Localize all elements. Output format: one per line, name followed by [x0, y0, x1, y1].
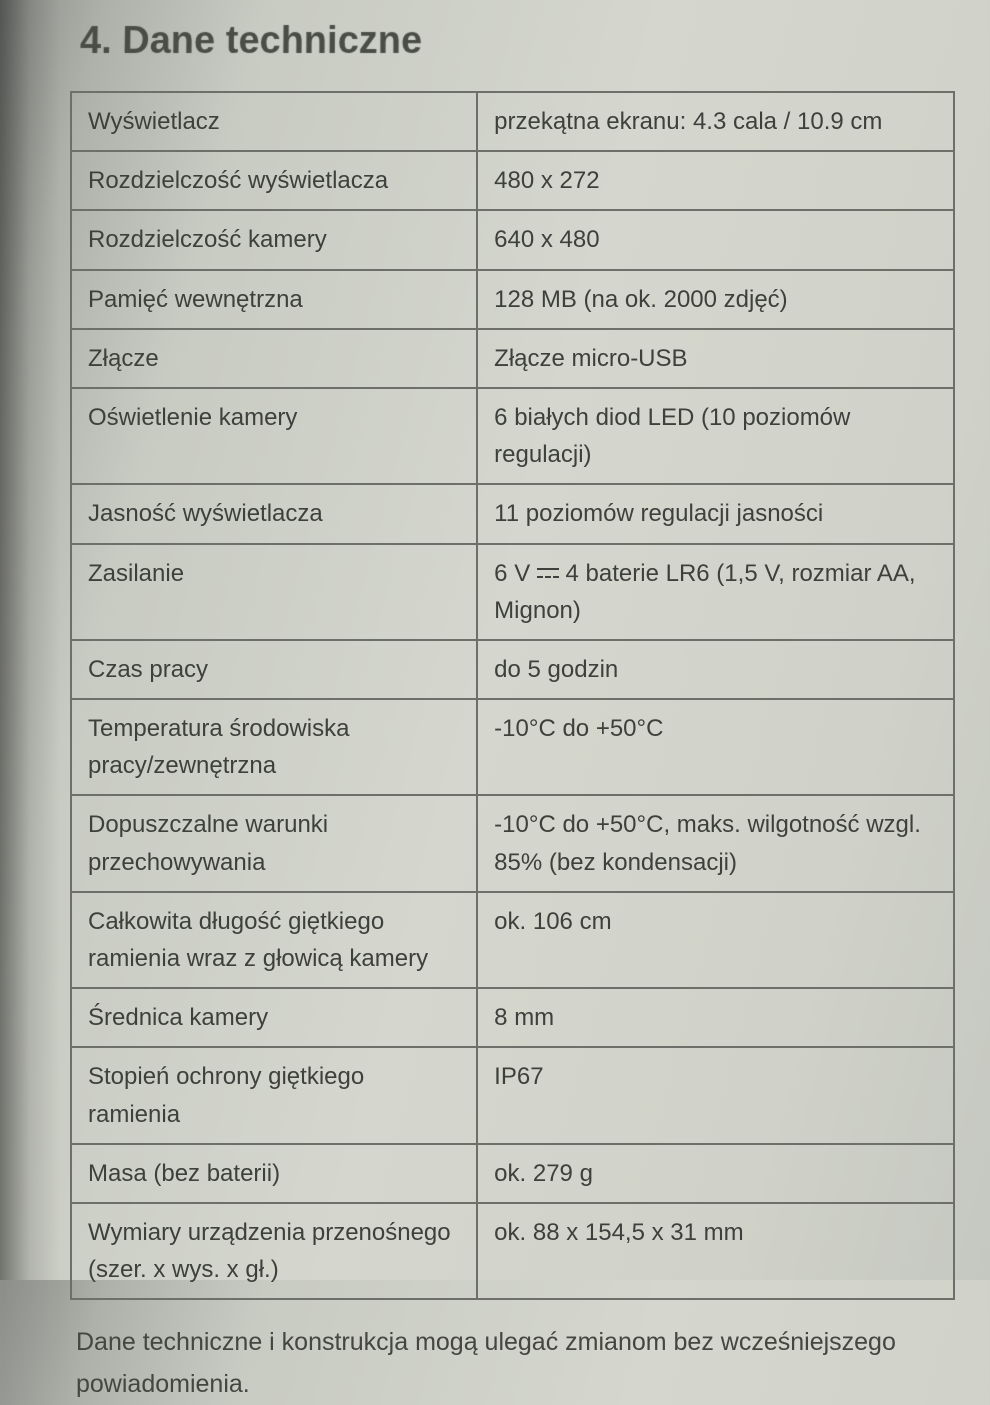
spec-value: -10°C do +50°C [477, 699, 954, 795]
spec-value: 8 mm [477, 988, 954, 1047]
spec-value: 480 x 272 [477, 151, 954, 210]
table-row: Zasilanie6 V 4 baterie LR6 (1,5 V, rozmi… [71, 544, 954, 640]
spec-label: Czas pracy [71, 640, 477, 699]
spec-label: Średnica kamery [71, 988, 477, 1047]
spec-label: Pamięć wewnętrzna [71, 270, 477, 329]
table-row: Temperatura środowiska pracy/zewnętrzna-… [71, 699, 954, 795]
spec-table: Wyświetlaczprzekątna ekranu: 4.3 cala / … [70, 91, 955, 1300]
table-row: Rozdzielczość kamery640 x 480 [71, 210, 954, 269]
spec-value: IP67 [477, 1047, 954, 1143]
section-heading: 4. Dane techniczne [80, 20, 956, 63]
table-row: Średnica kamery8 mm [71, 988, 954, 1047]
spec-label: Masa (bez baterii) [71, 1144, 477, 1203]
spec-label: Stopień ochrony giętkiego ramienia [71, 1047, 477, 1143]
page-gutter-shadow [0, 0, 60, 1280]
footnote-text: Dane techniczne i konstrukcja mogą ulega… [70, 1322, 955, 1405]
spec-label: Temperatura środowiska pracy/zewnętrzna [71, 699, 477, 795]
spec-label: Wymiary urządzenia przenośnego (szer. x … [71, 1203, 477, 1299]
table-row: Wymiary urządzenia przenośnego (szer. x … [71, 1203, 954, 1299]
spec-value: 640 x 480 [477, 210, 954, 269]
spec-value: ok. 106 cm [477, 892, 954, 988]
spec-label: Rozdzielczość kamery [71, 210, 477, 269]
spec-value: 128 MB (na ok. 2000 zdjęć) [477, 270, 954, 329]
table-row: Czas pracydo 5 godzin [71, 640, 954, 699]
table-row: Stopień ochrony giętkiego ramieniaIP67 [71, 1047, 954, 1143]
table-row: Wyświetlaczprzekątna ekranu: 4.3 cala / … [71, 92, 954, 151]
table-row: Oświetlenie kamery6 białych diod LED (10… [71, 388, 954, 484]
spec-label: Złącze [71, 329, 477, 388]
table-row: Pamięć wewnętrzna128 MB (na ok. 2000 zdj… [71, 270, 954, 329]
spec-value-pre: 6 V [494, 560, 537, 587]
table-row: Dopuszczalne warunki przechowywania-10°C… [71, 795, 954, 891]
spec-label: Jasność wyświetlacza [71, 484, 477, 543]
spec-label: Całkowita długość giętkiego ramienia wra… [71, 892, 477, 988]
spec-value: Złącze micro-USB [477, 329, 954, 388]
spec-label: Rozdzielczość wyświetlacza [71, 151, 477, 210]
table-row: Całkowita długość giętkiego ramienia wra… [71, 892, 954, 988]
spec-value: 11 poziomów regulacji jasności [477, 484, 954, 543]
spec-label: Zasilanie [71, 544, 477, 640]
spec-table-body: Wyświetlaczprzekątna ekranu: 4.3 cala / … [71, 92, 954, 1299]
table-row: Rozdzielczość wyświetlacza480 x 272 [71, 151, 954, 210]
spec-value: -10°C do +50°C, maks. wilgotność wzgl. 8… [477, 795, 954, 891]
spec-value: 6 V 4 baterie LR6 (1,5 V, rozmiar AA, Mi… [477, 544, 954, 640]
spec-value: ok. 279 g [477, 1144, 954, 1203]
spec-value: 6 białych diod LED (10 poziomów regulacj… [477, 388, 954, 484]
table-row: Jasność wyświetlacza11 poziomów regulacj… [71, 484, 954, 543]
table-row: Masa (bez baterii)ok. 279 g [71, 1144, 954, 1203]
spec-label: Wyświetlacz [71, 92, 477, 151]
spec-value: ok. 88 x 154,5 x 31 mm [477, 1203, 954, 1299]
spec-value: przekątna ekranu: 4.3 cala / 10.9 cm [477, 92, 954, 151]
spec-label: Dopuszczalne warunki przechowywania [71, 795, 477, 891]
table-row: ZłączeZłącze micro-USB [71, 329, 954, 388]
spec-label: Oświetlenie kamery [71, 388, 477, 484]
dc-voltage-icon [537, 568, 559, 580]
spec-value: do 5 godzin [477, 640, 954, 699]
